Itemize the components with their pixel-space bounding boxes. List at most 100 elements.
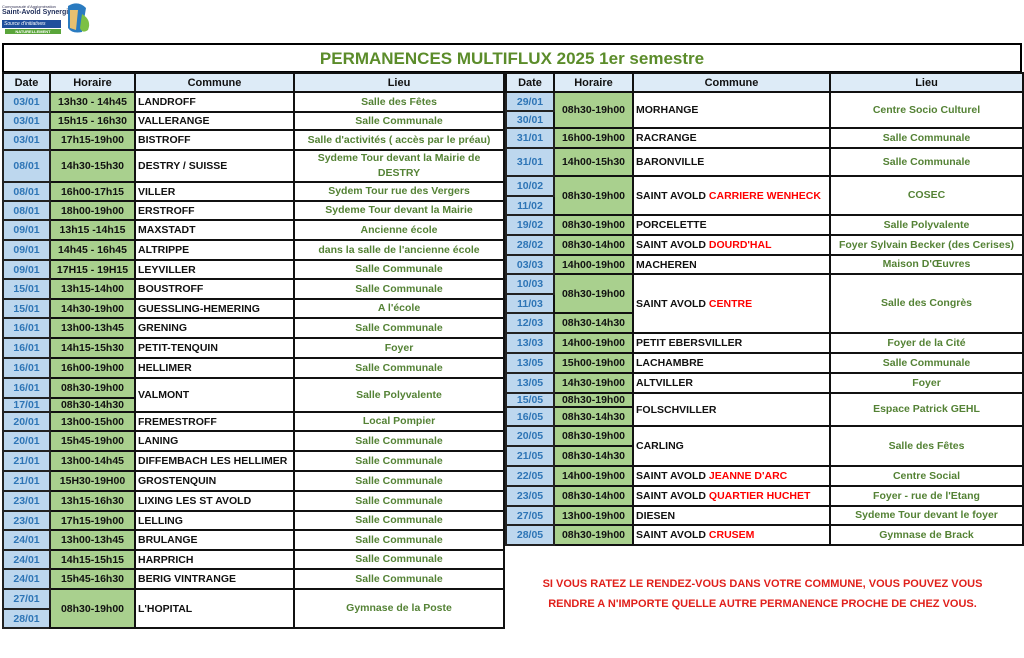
- lieu-cell: Salle Communale: [293, 278, 505, 300]
- logo-line4: NATURELLEMENT: [5, 29, 61, 34]
- commune-name: BARONVILLE: [636, 156, 705, 168]
- commune-cell: SAINT AVOLD JEANNE D'ARC: [632, 465, 831, 487]
- commune-name: SAINT AVOLD: [636, 189, 709, 202]
- commune-name: BOUSTROFF: [138, 283, 204, 295]
- commune-name: RACRANGE: [636, 132, 697, 144]
- lieu-cell: Gymnase de la Poste: [293, 588, 505, 629]
- schedule-table-left: Date Horaire Commune Lieu 03/01 13h30 - 1…: [2, 72, 505, 629]
- lieu-cell: Salle Communale: [829, 127, 1024, 149]
- commune-name: ALTVILLER: [636, 377, 693, 389]
- lieu-cell: Salle Communale: [293, 430, 505, 452]
- commune-name: PORCELETTE: [636, 219, 707, 231]
- date-cell: 23/01: [2, 510, 51, 531]
- table-row: 24/01 14h15-15h15 HARPRICH Salle Communale: [2, 549, 505, 570]
- horaire-cell: 15h15 - 16h30: [49, 111, 136, 131]
- date-cell: 15/05: [505, 392, 555, 408]
- date-cell: 30/01: [505, 110, 555, 129]
- table-row: 03/01 15h15 - 16h30 VALLERANGE Salle Commun…: [2, 111, 505, 131]
- logo: Communauté d'Agglomération Saint-Avold S…: [2, 2, 94, 40]
- commune-name: VILLER: [138, 185, 176, 198]
- lieu-cell: Foyer - rue de l'Etang: [829, 485, 1024, 507]
- horaire-cell: 14h15-15h15: [49, 549, 136, 570]
- commune-name: SAINT AVOLD: [636, 297, 709, 310]
- lieu-cell: Salle Communale: [293, 568, 505, 590]
- table-row: 23/01 17h15-19h00 LELLING Salle Communale: [2, 510, 505, 531]
- commune-name: MORHANGE: [636, 104, 699, 116]
- commune-cell: FOLSCHVILLER: [632, 392, 831, 427]
- lieu-cell: Salle Communale: [293, 470, 505, 492]
- table-row: 03/01 17h15-19h00 BISTROFF Salle d'activité…: [2, 129, 505, 151]
- commune-name: MACHEREN: [636, 258, 697, 271]
- date-cell: 21/01: [2, 470, 51, 492]
- commune-name: PETIT EBERSVILLER: [636, 337, 743, 349]
- horaire-cell: 13h15-16h30: [49, 490, 136, 512]
- commune-name: BISTROFF: [138, 134, 191, 146]
- horaire-cell: 16h00-19h00: [553, 127, 634, 149]
- commune-name: FOLSCHVILLER: [636, 403, 717, 416]
- date-cell: 03/01: [2, 91, 51, 113]
- commune-cell: FREMESTROFF: [134, 411, 295, 432]
- date-cell: 22/05: [505, 465, 555, 487]
- commune-cell: SAINT AVOLD DOURD'HAL: [632, 234, 831, 256]
- table-row: 08/01 14h30-15h30 DESTRY / SUISSE Sydeme To…: [2, 149, 505, 183]
- table-row: 24/01 15h45-16h30 BERIG VINTRANGE Salle Com…: [2, 568, 505, 590]
- horaire-cell: 13h00-14h45: [49, 450, 136, 472]
- date-cell: 10/03: [505, 273, 555, 295]
- commune-cell: BISTROFF: [134, 129, 295, 151]
- table-row: 03/01 13h30 - 14h45 LANDROFF Salle des Fête…: [2, 91, 505, 113]
- date-cell: 03/03: [505, 254, 555, 275]
- commune-cell: MAXSTADT: [134, 219, 295, 241]
- commune-cell: L'HOPITAL: [134, 588, 295, 629]
- table-row: 09/01 13h15 -14h15 MAXSTADT Ancienne école: [2, 219, 505, 241]
- lieu-cell: Salle des Fêtes: [293, 91, 505, 113]
- date-cell: 24/01: [2, 568, 51, 590]
- horaire-cell: 13h00-13h45: [49, 529, 136, 551]
- table-row: 13/05 14h30-19h00 ALTVILLER Foyer: [505, 372, 1024, 394]
- commune-name: ALTRIPPE: [138, 244, 190, 256]
- header-date: Date: [2, 72, 51, 93]
- commune-name: GRENING: [138, 322, 188, 334]
- table-row: 21/01 13h00-14h45 DIFFEMBACH LES HELLIMER S…: [2, 450, 505, 472]
- commune-cell: GROSTENQUIN: [134, 470, 295, 492]
- commune-cell: ALTVILLER: [632, 372, 831, 394]
- commune-name: GROSTENQUIN: [138, 475, 217, 487]
- commune-name: MAXSTADT: [138, 224, 196, 236]
- commune-cell: RACRANGE: [632, 127, 831, 149]
- lieu-cell: Salle Polyvalente: [293, 377, 505, 413]
- commune-cell: DESTRY / SUISSE: [134, 149, 295, 183]
- commune-district: CENTRE: [708, 297, 753, 310]
- lieu-cell: Salle des Congrès: [829, 273, 1024, 334]
- horaire-cell: 14h30-19h00: [553, 372, 634, 394]
- commune-name: GUESSLING-HEMERING: [138, 302, 260, 315]
- horaire-cell: 13h15 -14h15: [49, 219, 136, 241]
- table-row: 31/01 14h00-15h30 BARONVILLE Salle Communal…: [505, 147, 1024, 177]
- table-row: 28/05 08h30-19h00 SAINT AVOLD CRUSEM Gymnas…: [505, 524, 1024, 546]
- date-cell: 09/01: [2, 259, 51, 280]
- commune-cell: GRENING: [134, 317, 295, 339]
- header-date: Date: [505, 72, 555, 93]
- horaire-cell: 13h30 - 14h45: [49, 91, 136, 113]
- table-row: 12/03 08h30-14h30: [505, 312, 1023, 334]
- table-row: 03/03 14h00-19h00 MACHEREN Maison D'Œuvres: [505, 254, 1024, 275]
- date-cell: 13/05: [505, 372, 555, 394]
- table-row: 23/05 08h30-14h00 SAINT AVOLD QUARTIER HUC…: [505, 485, 1024, 507]
- commune-name: SAINT AVOLD: [636, 470, 709, 482]
- commune-name: LELLING: [138, 514, 183, 527]
- commune-cell: MACHEREN: [632, 254, 831, 275]
- lieu-cell: Salle Communale: [293, 510, 505, 531]
- date-cell: 03/01: [2, 111, 51, 131]
- table-row: 31/01 16h00-19h00 RACRANGE Salle Communale: [505, 127, 1024, 149]
- commune-district: CARRIERE WENHECK: [708, 189, 821, 202]
- commune-name: HARPRICH: [138, 553, 194, 566]
- page-title: PERMANENCES MULTIFLUX 2025 1er semestre: [2, 43, 1022, 73]
- lieu-cell: Sydeme Tour devant la Mairie: [293, 200, 505, 221]
- commune-name: SAINT AVOLD: [636, 239, 709, 251]
- commune-cell: LELLING: [134, 510, 295, 531]
- horaire-cell: 14h30-15h30: [49, 149, 136, 183]
- date-cell: 23/05: [505, 485, 555, 507]
- logo-line2: Saint-Avold Synergie: [2, 9, 73, 16]
- commune-district: JEANNE D'ARC: [708, 470, 788, 482]
- table-row: 16/05 08h30-14h30: [505, 406, 1023, 427]
- commune-name: LANING: [138, 435, 179, 447]
- notice-line2: RENDRE A N'IMPORTE QUELLE AUTRE PERMANEN…: [548, 598, 977, 610]
